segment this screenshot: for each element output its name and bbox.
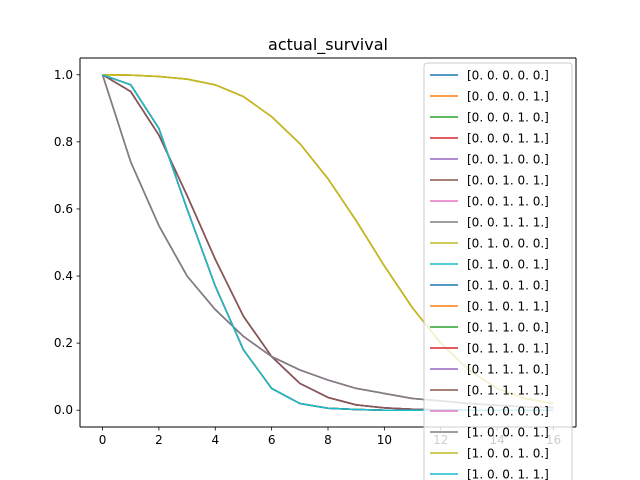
legend-label-11: [0. 1. 0. 1. 1.] xyxy=(467,300,549,314)
legend-box xyxy=(423,62,573,480)
x-tick-label: 6 xyxy=(268,433,276,447)
y-tick-label: 0.6 xyxy=(54,202,73,216)
legend: [0. 0. 0. 0. 0.] [0. 0. 0. 0. 1.] [0. 0. 0… xyxy=(423,62,573,480)
legend-label-7: [0. 0. 1. 1. 1.] xyxy=(467,216,549,230)
legend-label-4: [0. 0. 1. 0. 0.] xyxy=(467,153,549,167)
y-tick-label: 0.8 xyxy=(54,135,73,149)
legend-label-0: [0. 0. 0. 0. 0.] xyxy=(467,69,549,83)
y-tick-label: 1.0 xyxy=(54,68,73,82)
legend-label-16: [1. 0. 0. 0. 0.] xyxy=(467,405,549,419)
legend-label-18: [1. 0. 0. 1. 0.] xyxy=(467,447,549,461)
x-tick-label: 2 xyxy=(155,433,163,447)
legend-label-1: [0. 0. 0. 0. 1.] xyxy=(467,90,549,104)
legend-label-10: [0. 1. 0. 1. 0.] xyxy=(467,279,549,293)
legend-label-19: [1. 0. 0. 1. 1.] xyxy=(467,468,549,480)
legend-label-17: [1. 0. 0. 0. 1.] xyxy=(467,426,549,440)
y-tick-label: 0.0 xyxy=(54,403,73,417)
y-tick-label: 0.4 xyxy=(54,269,73,283)
legend-label-8: [0. 1. 0. 0. 0.] xyxy=(467,237,549,251)
chart-title: actual_survival xyxy=(268,35,388,55)
x-tick-label: 10 xyxy=(377,433,392,447)
legend-label-14: [0. 1. 1. 1. 0.] xyxy=(467,363,549,377)
x-tick-label: 0 xyxy=(99,433,107,447)
legend-label-15: [0. 1. 1. 1. 1.] xyxy=(467,384,549,398)
legend-label-6: [0. 0. 1. 1. 0.] xyxy=(467,195,549,209)
legend-label-13: [0. 1. 1. 0. 1.] xyxy=(467,342,549,356)
x-tick-label: 4 xyxy=(211,433,219,447)
x-tick-label: 8 xyxy=(324,433,332,447)
legend-label-12: [0. 1. 1. 0. 0.] xyxy=(467,321,549,335)
legend-label-5: [0. 0. 1. 0. 1.] xyxy=(467,174,549,188)
legend-label-2: [0. 0. 0. 1. 0.] xyxy=(467,111,549,125)
legend-label-3: [0. 0. 0. 1. 1.] xyxy=(467,132,549,146)
legend-label-9: [0. 1. 0. 0. 1.] xyxy=(467,258,549,272)
y-tick-label: 0.2 xyxy=(54,336,73,350)
